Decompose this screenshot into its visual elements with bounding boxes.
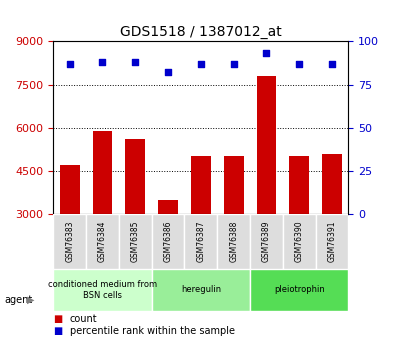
Text: heregulin: heregulin bbox=[180, 285, 220, 294]
Text: GSM76386: GSM76386 bbox=[163, 221, 172, 262]
FancyBboxPatch shape bbox=[86, 214, 119, 269]
FancyBboxPatch shape bbox=[249, 269, 348, 310]
Point bbox=[295, 61, 302, 67]
Bar bbox=[92, 130, 112, 214]
Point bbox=[164, 70, 171, 75]
FancyBboxPatch shape bbox=[151, 269, 249, 310]
Bar bbox=[158, 199, 178, 214]
Text: ■: ■ bbox=[53, 326, 63, 336]
Text: GSM76385: GSM76385 bbox=[130, 221, 139, 262]
Point bbox=[328, 61, 335, 67]
Point bbox=[197, 61, 204, 67]
FancyBboxPatch shape bbox=[315, 214, 348, 269]
Text: conditioned medium from
BSN cells: conditioned medium from BSN cells bbox=[48, 280, 157, 299]
Point bbox=[263, 51, 269, 56]
Point bbox=[132, 59, 138, 65]
Bar bbox=[289, 156, 308, 214]
FancyBboxPatch shape bbox=[282, 214, 315, 269]
Bar bbox=[191, 156, 210, 214]
Text: GSM76384: GSM76384 bbox=[98, 221, 107, 262]
Point bbox=[66, 61, 73, 67]
Text: ▶: ▶ bbox=[27, 295, 34, 305]
FancyBboxPatch shape bbox=[119, 214, 151, 269]
Text: GSM76391: GSM76391 bbox=[327, 221, 336, 262]
FancyBboxPatch shape bbox=[151, 214, 184, 269]
Text: GSM76389: GSM76389 bbox=[261, 221, 270, 262]
FancyBboxPatch shape bbox=[217, 214, 249, 269]
Text: agent: agent bbox=[4, 295, 32, 305]
Text: ■: ■ bbox=[53, 314, 63, 324]
Text: GSM76390: GSM76390 bbox=[294, 221, 303, 262]
Text: GSM76383: GSM76383 bbox=[65, 221, 74, 262]
FancyBboxPatch shape bbox=[53, 214, 86, 269]
Text: count: count bbox=[70, 314, 97, 324]
Text: percentile rank within the sample: percentile rank within the sample bbox=[70, 326, 234, 336]
Text: GSM76387: GSM76387 bbox=[196, 221, 205, 262]
Bar bbox=[223, 156, 243, 214]
Title: GDS1518 / 1387012_at: GDS1518 / 1387012_at bbox=[120, 25, 281, 39]
Text: pleiotrophin: pleiotrophin bbox=[273, 285, 324, 294]
Point bbox=[99, 59, 106, 65]
Bar bbox=[256, 76, 276, 214]
FancyBboxPatch shape bbox=[53, 269, 151, 310]
Bar bbox=[321, 154, 341, 214]
Bar bbox=[60, 165, 79, 214]
Point bbox=[230, 61, 236, 67]
Text: GSM76388: GSM76388 bbox=[229, 221, 238, 262]
FancyBboxPatch shape bbox=[249, 214, 282, 269]
Bar bbox=[125, 139, 145, 214]
FancyBboxPatch shape bbox=[184, 214, 217, 269]
